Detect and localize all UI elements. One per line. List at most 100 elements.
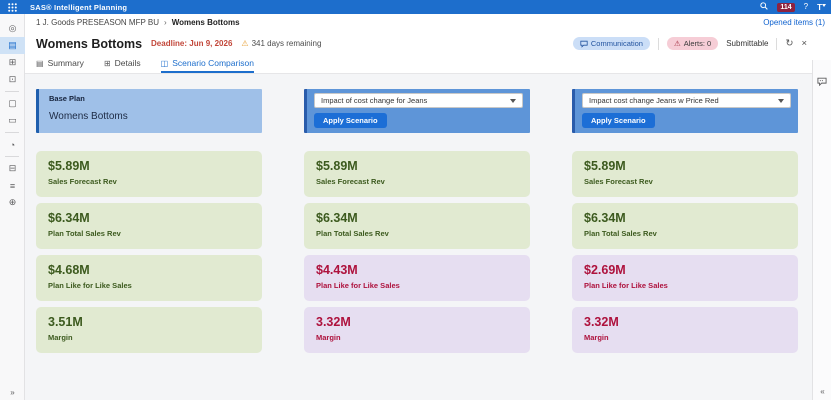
metric-label: Sales Forecast Rev	[48, 177, 117, 186]
tab-details[interactable]: ⊞ Details	[104, 58, 141, 73]
chevron-down-icon	[778, 98, 784, 103]
metric-card: $4.43M Plan Like for Like Sales	[304, 255, 530, 301]
base-plan-name: Womens Bottoms	[49, 111, 128, 122]
tab-label: Scenario Comparison	[172, 58, 254, 68]
metric-card: $2.69M Plan Like for Like Sales	[572, 255, 798, 301]
metric-value: 3.51M	[48, 315, 83, 329]
app-launcher-icon[interactable]	[0, 0, 25, 14]
metric-value: $4.43M	[316, 263, 358, 277]
tab-label: Details	[114, 58, 141, 68]
divider	[657, 37, 659, 50]
breadcrumb-root[interactable]: 1 J. Goods PRESEASON MFP BU	[36, 18, 160, 27]
plans-icon[interactable]: ▤	[0, 37, 25, 54]
metric-label: Sales Forecast Rev	[584, 177, 653, 186]
scenario-header: Impact of cost change for Jeans Apply Sc…	[304, 89, 530, 133]
breadcrumb: 1 J. Goods PRESEASON MFP BU › Womens Bot…	[25, 14, 831, 31]
metric-value: $4.68M	[48, 263, 90, 277]
divider	[776, 37, 778, 50]
metric-label: Margin	[584, 333, 609, 342]
metric-card: $4.68M Plan Like for Like Sales	[36, 255, 262, 301]
metric-label: Plan Like for Like Sales	[48, 281, 132, 290]
search-icon[interactable]	[760, 2, 769, 12]
scenario-dropdown-value: Impact cost change Jeans w Price Red	[589, 96, 719, 105]
scenario-comparison-panel: Base Plan Womens Bottoms $5.89M Sales Fo…	[25, 74, 812, 400]
header-actions: Communication ⚠ Alerts: 0 Submittable ↻ …	[572, 37, 807, 50]
metric-value: $6.34M	[316, 211, 358, 225]
metric-value: $5.89M	[316, 159, 358, 173]
metric-label: Plan Like for Like Sales	[584, 281, 668, 290]
layers-icon[interactable]: ≡	[9, 180, 16, 191]
metric-label: Plan Total Sales Rev	[584, 229, 657, 238]
metric-card: 3.32M Margin	[572, 307, 798, 353]
close-icon[interactable]: ×	[801, 37, 807, 49]
metric-label: Plan Total Sales Rev	[48, 229, 121, 238]
communication-button[interactable]: Communication	[572, 37, 650, 50]
metric-label: Sales Forecast Rev	[316, 177, 385, 186]
help-icon[interactable]: ?	[803, 2, 809, 11]
user-avatar[interactable]: T	[817, 2, 826, 12]
case-icon[interactable]: ⊕	[8, 197, 17, 207]
left-sidebar: ◎ ▤ ⊞ ⊡ ▢ ▭ ◔ ⊟ ≡ ⊕ »	[0, 14, 25, 400]
alerts-label: Alerts: 0	[683, 38, 712, 48]
metric-card: $6.34M Plan Total Sales Rev	[572, 203, 798, 249]
tab-summary[interactable]: ▤ Summary	[36, 58, 84, 73]
package-icon[interactable]: ⊡	[8, 74, 17, 84]
alerts-button[interactable]: ⚠ Alerts: 0	[666, 37, 719, 50]
metric-label: Margin	[48, 333, 73, 342]
scenario-column-1: Impact of cost change for Jeans Apply Sc…	[304, 89, 530, 359]
app-title: SAS® Intelligent Planning	[30, 2, 128, 12]
tray-icon[interactable]: ▭	[8, 115, 17, 125]
comparison-tab-icon: ◫	[160, 58, 169, 68]
scenario-dropdown[interactable]: Impact of cost change for Jeans	[314, 93, 523, 108]
base-plan-label: Base Plan	[49, 94, 85, 103]
sidebar-divider	[5, 91, 19, 92]
opened-items-link[interactable]: Opened items (1)	[763, 18, 825, 27]
summary-tab-icon: ▤	[36, 58, 44, 68]
metric-card: 3.51M Margin	[36, 307, 262, 353]
chevron-down-icon	[510, 98, 516, 103]
report-icon[interactable]: ⊟	[8, 163, 17, 173]
notifications-badge[interactable]: 114	[777, 2, 795, 12]
scenario-dropdown[interactable]: Impact cost change Jeans w Price Red	[582, 93, 791, 108]
base-plan-header: Base Plan Womens Bottoms	[36, 89, 262, 133]
workspace-grid-icon[interactable]: ⊞	[8, 57, 17, 67]
page-header: Womens Bottoms Deadline: Jun 9, 2026 ⚠ 3…	[25, 31, 831, 56]
chat-bubble-icon	[580, 40, 588, 48]
alert-warning-icon: ⚠	[673, 38, 681, 48]
sidebar-divider	[5, 156, 19, 157]
sidebar-expand-icon[interactable]: »	[10, 388, 15, 397]
metric-card: $5.89M Sales Forecast Rev	[304, 151, 530, 197]
metric-value: 3.32M	[316, 315, 351, 329]
right-rail: «	[812, 60, 831, 400]
deadline-text: Deadline: Jun 9, 2026	[151, 39, 233, 48]
rail-collapse-icon[interactable]: «	[820, 387, 825, 396]
days-remaining-text: 341 days remaining	[251, 39, 322, 48]
metric-card: $6.34M Plan Total Sales Rev	[36, 203, 262, 249]
communication-label: Communication	[590, 38, 643, 48]
metric-card: 3.32M Margin	[304, 307, 530, 353]
tab-scenario-comparison[interactable]: ◫ Scenario Comparison	[160, 58, 254, 73]
tab-label: Summary	[47, 58, 84, 68]
warning-icon: ⚠	[241, 39, 249, 48]
comments-icon[interactable]	[816, 73, 828, 91]
tab-bar: ▤ Summary ⊞ Details ◫ Scenario Compariso…	[25, 56, 831, 74]
document-icon[interactable]: ▢	[8, 98, 17, 108]
submittable-status: Submittable	[726, 39, 769, 48]
breadcrumb-separator-icon: ›	[164, 18, 167, 27]
metric-label: Plan Total Sales Rev	[316, 229, 389, 238]
apply-scenario-button[interactable]: Apply Scenario	[314, 113, 387, 128]
topbar-actions: 114 ? T	[760, 2, 831, 12]
days-remaining: ⚠ 341 days remaining	[241, 39, 321, 48]
metric-card: $6.34M Plan Total Sales Rev	[304, 203, 530, 249]
metric-value: $5.89M	[584, 159, 626, 173]
home-icon[interactable]: ◎	[8, 23, 17, 33]
history-icon[interactable]: ◔	[9, 139, 16, 150]
scenario-header: Impact cost change Jeans w Price Red App…	[572, 89, 798, 133]
scenario-column-2: Impact cost change Jeans w Price Red App…	[572, 89, 798, 359]
metric-label: Plan Like for Like Sales	[316, 281, 400, 290]
breadcrumb-current: Womens Bottoms	[171, 18, 240, 27]
refresh-icon[interactable]: ↻	[785, 37, 794, 49]
apply-scenario-button[interactable]: Apply Scenario	[582, 113, 655, 128]
sidebar-divider	[5, 132, 19, 133]
